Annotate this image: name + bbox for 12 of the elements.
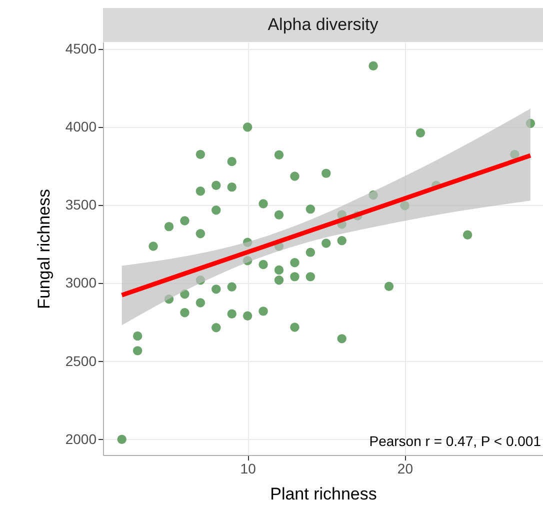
y-tick-label: 2500 [65,352,97,369]
y-tick-label: 4000 [65,118,97,135]
annotation: Pearson r = 0.47, P < 0.001 [369,433,542,449]
chart-title: Alpha diversity [103,8,543,42]
x-tick-label: 20 [397,460,414,476]
y-tick-label: 4500 [65,40,97,57]
y-axis-title: Fungal richness [34,188,54,310]
x-axis-title: Plant richness [270,484,377,504]
y-tick-label: 2000 [65,430,97,447]
y-tick-label: 3000 [65,274,97,291]
y-tick-label: 3500 [65,196,97,213]
x-tick-label: 10 [240,460,256,476]
